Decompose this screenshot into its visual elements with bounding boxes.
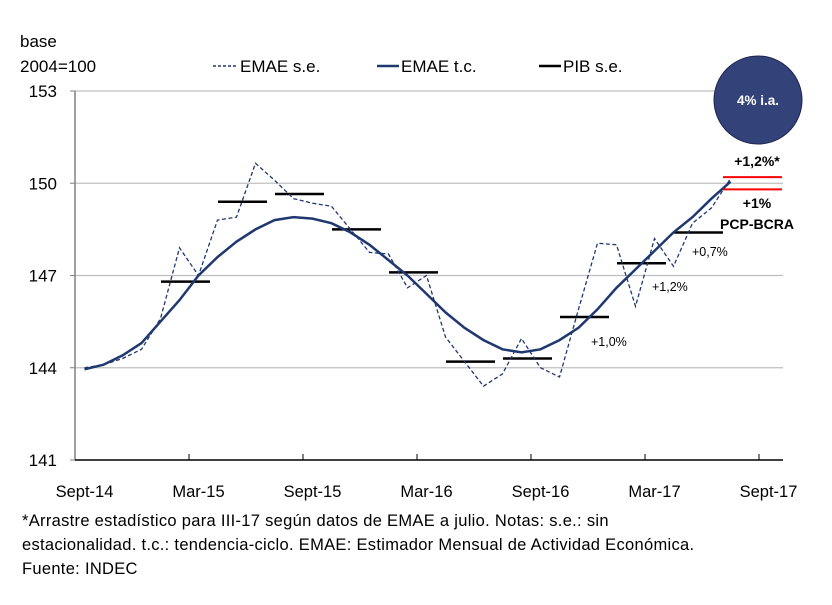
y-axis-label-line-1: base (20, 32, 57, 51)
y-tick-label: 150 (29, 174, 57, 193)
projection-lines (723, 176, 782, 191)
y-axis-label-line-2: 2004=100 (20, 57, 96, 76)
projection-label-bottom: +1% (743, 195, 772, 211)
x-tick-label: Sept-14 (56, 483, 114, 501)
y-tick-label: 141 (29, 451, 57, 470)
legend: EMAE s.e. EMAE t.c. PIB s.e. (213, 57, 623, 76)
legend-label-emae-se: EMAE s.e. (240, 57, 320, 76)
legend-label-emae-tc: EMAE t.c. (401, 57, 477, 76)
emae-se-line (84, 162, 732, 388)
footnote-line-1: *Arrastre estadístico para III-17 según … (22, 512, 609, 530)
growth-badge (713, 55, 803, 145)
x-tick-label: Sept-16 (512, 483, 570, 501)
x-tick-label: Sept-15 (284, 483, 342, 501)
y-axis-ticks: 141 144 147 150 153 (29, 82, 75, 470)
growth-badge-text: 4% i.a. (737, 93, 779, 108)
pib-series (161, 192, 723, 363)
x-axis-ticks: Sept-14 Mar-15 Sept-15 Mar-16 Sept-16 Mar-17 S… (56, 454, 798, 501)
annotation-q2-17: +0,7% (692, 245, 728, 259)
projection-label-top: +1,2%* (734, 153, 780, 169)
x-tick-label: Mar-16 (400, 483, 452, 501)
y-tick-label: 153 (29, 82, 57, 101)
projection-label-source: PCP-BCRA (720, 216, 794, 232)
x-tick-label: Mar-17 (628, 483, 680, 501)
footnote-line-3: Fuente: INDEC (22, 560, 138, 578)
emae-tc-line (84, 180, 732, 371)
footnote-line-2: estacionalidad. t.c.: tendencia-ciclo. E… (22, 536, 695, 554)
footnote: *Arrastre estadístico para III-17 según … (22, 509, 822, 581)
y-tick-label: 147 (29, 267, 57, 286)
legend-label-pib-se: PIB s.e. (563, 57, 623, 76)
annotation-q4-16: +1,0% (591, 335, 627, 349)
annotation-q1-17: +1,2% (652, 280, 688, 294)
x-tick-label: Sept-17 (740, 483, 798, 501)
x-tick-label: Mar-15 (172, 483, 224, 501)
gridlines (75, 90, 783, 369)
y-tick-label: 144 (29, 359, 57, 378)
